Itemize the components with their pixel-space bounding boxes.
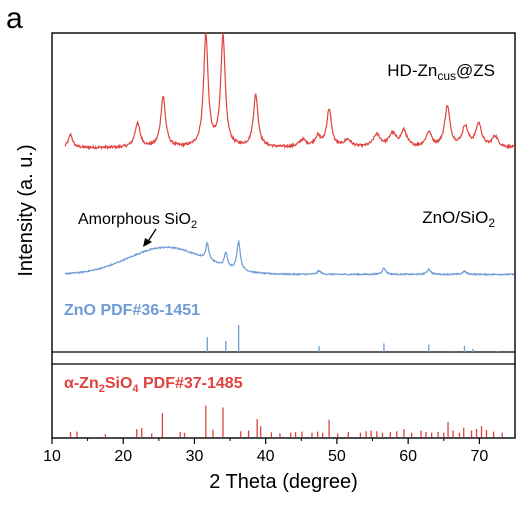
plot-frame [51, 32, 516, 439]
text-run: HD-Zn [387, 61, 437, 80]
subscript: cus [437, 69, 456, 83]
series-label: ZnO/SiO2 [422, 208, 495, 230]
text-run: ZnO/SiO [422, 208, 488, 227]
x-tick-label: 70 [470, 448, 488, 465]
reference-label: α-Zn2SiO4 PDF#37-1485 [64, 375, 243, 395]
y-axis-title: Intensity (a. u.) [15, 144, 37, 276]
text-run: @ZS [456, 61, 495, 80]
reference-label: ZnO PDF#36-1451 [64, 302, 200, 319]
x-tick-label: 20 [114, 448, 132, 465]
subscript: 2 [191, 219, 197, 231]
x-tick-label: 60 [399, 448, 417, 465]
text-run: α-Zn [64, 375, 99, 392]
text-run: SiO [105, 375, 133, 392]
annotation-label: Amorphous SiO2 [78, 211, 197, 231]
x-tick-label: 50 [328, 448, 346, 465]
series-line [64, 32, 516, 151]
x-axis-title: 2 Theta (degree) [209, 471, 358, 493]
subscript: 4 [132, 383, 139, 395]
subscript: 2 [488, 216, 495, 230]
x-tick-label: 10 [43, 448, 61, 465]
panel-label: a [6, 2, 23, 35]
text-run: Amorphous SiO [78, 211, 191, 228]
x-tick-label: 30 [186, 448, 204, 465]
text-run: PDF#37-1485 [139, 375, 243, 392]
subscript: 2 [99, 383, 105, 395]
series-line [64, 239, 515, 277]
x-tick-label: 40 [257, 448, 275, 465]
annotation-arrowhead [143, 238, 152, 247]
text-run: ZnO PDF#36-1451 [64, 302, 200, 319]
series-label: HD-Zncus@ZS [387, 61, 495, 83]
